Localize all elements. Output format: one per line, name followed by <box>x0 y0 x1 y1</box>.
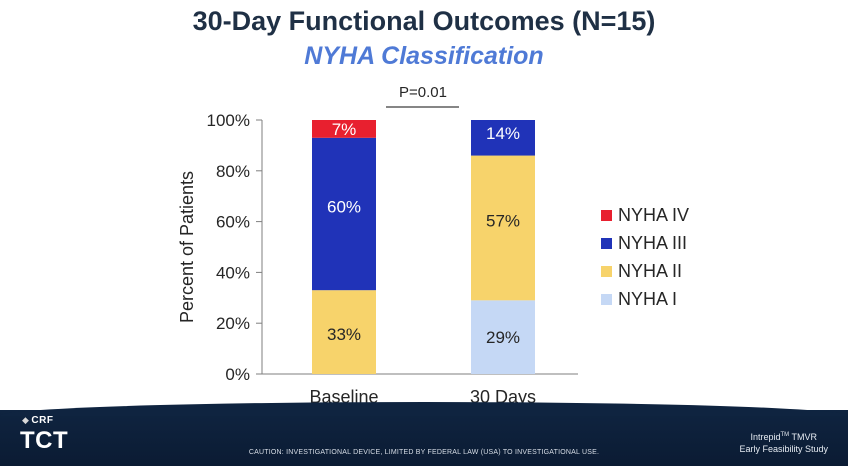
bar-segment <box>471 300 535 374</box>
y-axis-label: Percent of Patients <box>177 171 197 323</box>
stacked-bar-chart: 0%20%40%60%80%100%Percent of PatientsBas… <box>177 84 689 407</box>
p-value-label: P=0.01 <box>399 84 447 101</box>
data-label: 14% <box>486 124 520 143</box>
slide-title: 30-Day Functional Outcomes (N=15) <box>192 6 656 36</box>
data-label: 57% <box>486 212 520 231</box>
data-label: 7% <box>332 120 357 139</box>
y-tick-label: 80% <box>216 162 250 181</box>
bar-segment <box>312 137 376 291</box>
legend-label: NYHA I <box>618 289 677 309</box>
bar-segment <box>312 120 376 138</box>
study-line2: Early Feasibility Study <box>739 444 828 454</box>
data-label: 29% <box>486 328 520 347</box>
legend-label: NYHA III <box>618 233 687 253</box>
study-device-suffix: TMVR <box>789 432 817 442</box>
y-tick-label: 20% <box>216 314 250 333</box>
study-name: IntrepidTM TMVR Early Feasibility Study <box>739 429 828 455</box>
y-tick-label: 100% <box>207 111 250 130</box>
legend-swatch <box>601 238 612 249</box>
y-tick-label: 0% <box>225 365 250 384</box>
legend-swatch <box>601 266 612 277</box>
bar-segment <box>312 290 376 374</box>
tct-logo: TCT <box>20 427 69 454</box>
bar-segment <box>471 120 535 156</box>
slide-subtitle: NYHA Classification <box>304 42 544 70</box>
trademark: TM <box>780 432 790 438</box>
caution-text: CAUTION: INVESTIGATIONAL DEVICE, LIMITED… <box>248 449 600 456</box>
crf-logo-text: CRF <box>31 415 54 426</box>
y-tick-label: 40% <box>216 263 250 282</box>
bar-segment <box>471 155 535 301</box>
study-device: Intrepid <box>750 432 781 442</box>
crf-logo: ◆ CRF <box>22 415 53 426</box>
footer-bar: ◆ CRF TCT CAUTION: INVESTIGATIONAL DEVICE… <box>0 402 848 466</box>
data-label: 60% <box>327 197 361 216</box>
y-tick-label: 60% <box>216 213 250 232</box>
legend-label: NYHA IV <box>618 205 689 225</box>
legend-label: NYHA II <box>618 261 682 281</box>
legend-swatch <box>601 210 612 221</box>
data-label: 33% <box>327 325 361 344</box>
legend-swatch <box>601 294 612 305</box>
crf-mark-icon: ◆ <box>22 415 30 425</box>
